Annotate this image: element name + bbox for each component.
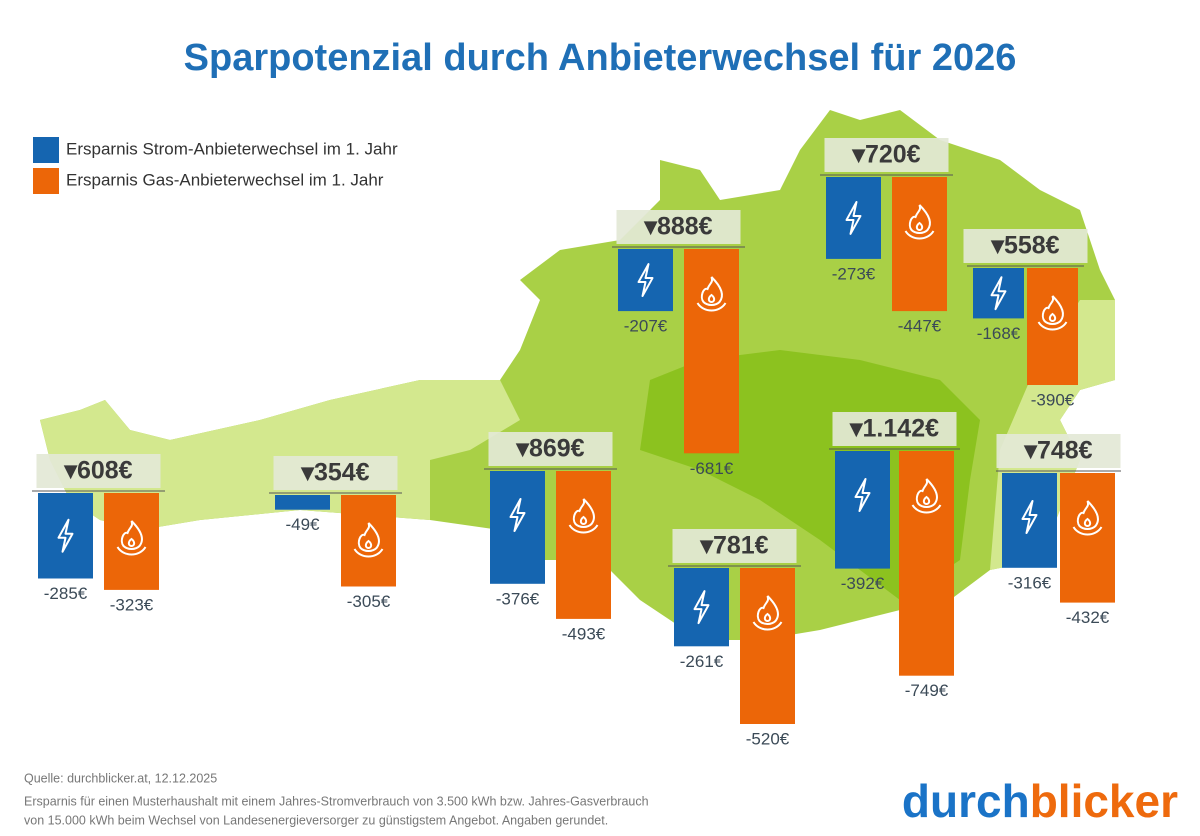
note: Ersparnis für einen Musterhaushalt mit e… <box>24 794 649 808</box>
bar <box>1027 268 1078 385</box>
total-label: ▾558€ <box>990 232 1059 260</box>
bolt-icon <box>854 478 871 512</box>
bolt-icon <box>990 276 1007 311</box>
bar <box>835 451 890 569</box>
total-label: ▾869€ <box>515 435 584 463</box>
value-label: -447€ <box>898 317 942 336</box>
total-box <box>963 229 1088 263</box>
flame-icon <box>116 520 147 556</box>
flame-icon <box>353 522 384 558</box>
bolt-icon <box>1021 500 1038 534</box>
total-box <box>616 210 741 244</box>
total-box <box>832 412 957 446</box>
bar <box>826 177 881 259</box>
brand-part: durch <box>902 775 1030 827</box>
value-label: -285€ <box>44 584 88 603</box>
total-label: ▾888€ <box>643 213 712 241</box>
flame-icon <box>911 478 942 514</box>
legend-label: Ersparnis Strom-Anbieterwechsel im 1. Ja… <box>66 139 398 158</box>
bolt-icon <box>845 200 862 235</box>
bar <box>556 471 611 619</box>
bolt-icon <box>693 590 710 625</box>
bolt-icon <box>509 498 526 532</box>
value-label: -432€ <box>1066 608 1110 627</box>
bar <box>38 493 93 579</box>
value-label: -520€ <box>746 729 790 748</box>
total-label: ▾720€ <box>851 141 920 169</box>
flame-icon <box>1072 500 1103 536</box>
total-label: ▾748€ <box>1023 437 1092 465</box>
chart-title: Sparpotenzial durch Anbieterwechsel für … <box>184 37 1017 79</box>
bar <box>618 249 673 312</box>
bar <box>104 493 159 590</box>
bar <box>973 268 1024 319</box>
legend: Ersparnis Strom-Anbieterwechsel im 1. Ja… <box>33 137 398 194</box>
value-label: -392€ <box>841 574 885 593</box>
total-box <box>488 432 613 466</box>
source: Quelle: durchblicker.at, 12.12.2025 <box>24 771 217 785</box>
total-box <box>273 456 398 490</box>
total-label: ▾354€ <box>300 459 369 487</box>
value-label: -49€ <box>285 515 320 534</box>
total-box <box>36 454 161 488</box>
value-label: -168€ <box>977 324 1021 343</box>
value-label: -323€ <box>110 595 154 614</box>
value-label: -261€ <box>680 652 724 671</box>
bar <box>892 177 947 312</box>
bars: ▾608€ -285€ -323€ ▾354€ -49€ -305€ ▾869€ -376€ -… <box>32 138 1121 748</box>
total-label: ▾1.142€ <box>849 415 939 443</box>
total-box <box>996 434 1121 468</box>
value-label: -749€ <box>905 681 949 700</box>
bar <box>899 451 954 676</box>
bolt-icon <box>637 263 654 298</box>
bar <box>1060 473 1115 603</box>
total-box <box>824 138 949 172</box>
total-label: ▾608€ <box>63 457 132 485</box>
value-label: -316€ <box>1008 573 1052 592</box>
value-label: -493€ <box>562 624 606 643</box>
bolt-icon <box>57 518 74 553</box>
bar <box>740 568 795 724</box>
flame-icon <box>696 276 727 312</box>
flame-icon <box>1037 295 1068 331</box>
bar <box>674 568 729 647</box>
bar <box>275 495 330 510</box>
legend-label: Ersparnis Gas-Anbieterwechsel im 1. Jahr <box>66 170 384 189</box>
value-label: -681€ <box>690 459 734 478</box>
brand-part: blicker <box>1030 775 1178 827</box>
value-label: -207€ <box>624 317 668 336</box>
flame-icon <box>904 204 935 240</box>
value-label: -376€ <box>496 589 540 608</box>
legend-swatch <box>33 168 59 194</box>
brand-logo: durchblicker <box>902 775 1178 827</box>
flame-icon <box>752 595 783 631</box>
flame-icon <box>568 498 599 534</box>
total-box <box>672 529 797 563</box>
total-label: ▾781€ <box>699 532 768 560</box>
value-label: -390€ <box>1031 390 1075 409</box>
note: von 15.000 kWh beim Wechsel von Landesen… <box>24 813 608 827</box>
value-label: -273€ <box>832 264 876 283</box>
value-label: -305€ <box>347 592 391 611</box>
legend-swatch <box>33 137 59 163</box>
